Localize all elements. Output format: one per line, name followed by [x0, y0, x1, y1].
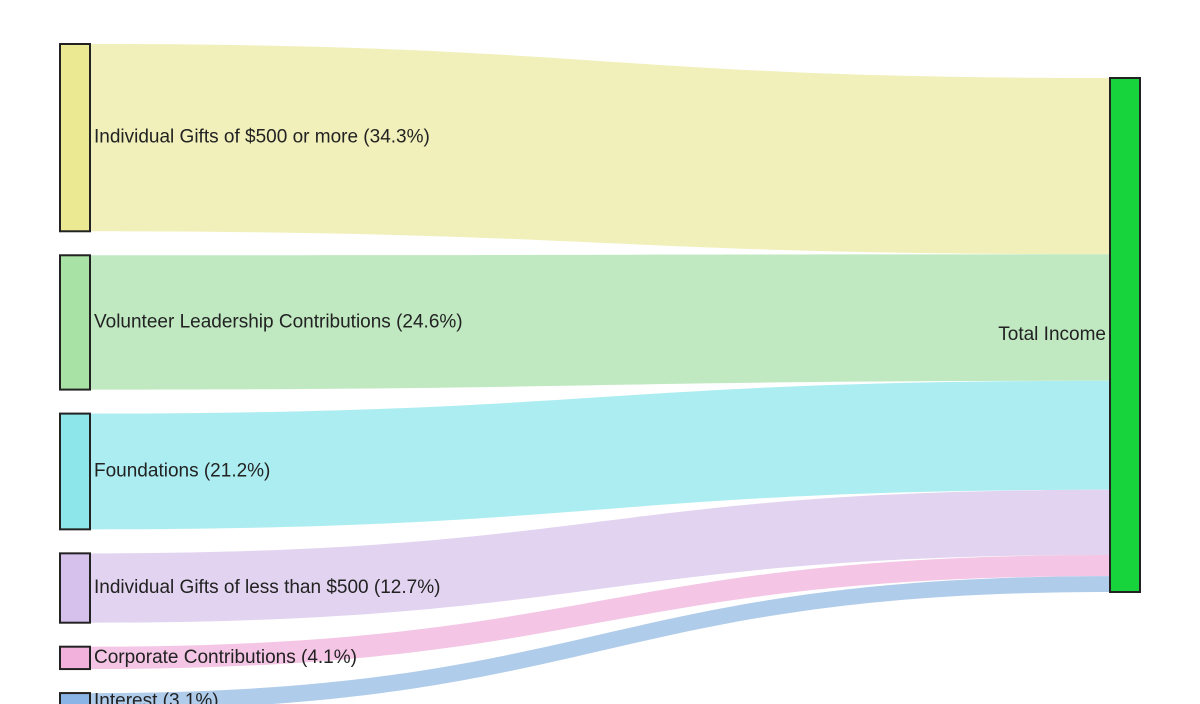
node-foundations: [59, 412, 91, 531]
sankey-nodes: [59, 43, 1141, 704]
link-foundations: [90, 380, 1110, 530]
label-foundations: Foundations (21.2%): [94, 460, 270, 481]
node-corporate-contributions: [59, 645, 91, 671]
sankey-labels: Individual Gifts of $500 or more (34.3%)…: [94, 127, 1106, 704]
node-volunteer-leadership-contributions: [59, 254, 91, 391]
label-interest: Interest (3.1%): [94, 691, 219, 704]
link-individual-gifts-of-500-or-more: [90, 44, 1110, 255]
node-total-income: [1109, 77, 1141, 593]
label-corporate-contributions: Corporate Contributions (4.1%): [94, 647, 357, 668]
link-corporate-contributions: [90, 554, 1110, 670]
node-individual-gifts-of-less-than-500: [59, 552, 91, 624]
label-individual-gifts-of-500-or-more: Individual Gifts of $500 or more (34.3%): [94, 127, 430, 148]
link-interest: [90, 576, 1110, 704]
sankey-links: [90, 44, 1110, 704]
node-individual-gifts-of-500-or-more: [59, 43, 91, 233]
link-volunteer-leadership-contributions: [90, 254, 1110, 390]
label-total-income: Total Income: [998, 324, 1106, 345]
node-interest: [59, 692, 91, 704]
label-volunteer-leadership-contributions: Volunteer Leadership Contributions (24.6…: [94, 311, 463, 332]
label-individual-gifts-of-less-than-500: Individual Gifts of less than $500 (12.7…: [94, 577, 440, 598]
link-individual-gifts-of-less-than-500: [90, 489, 1110, 623]
